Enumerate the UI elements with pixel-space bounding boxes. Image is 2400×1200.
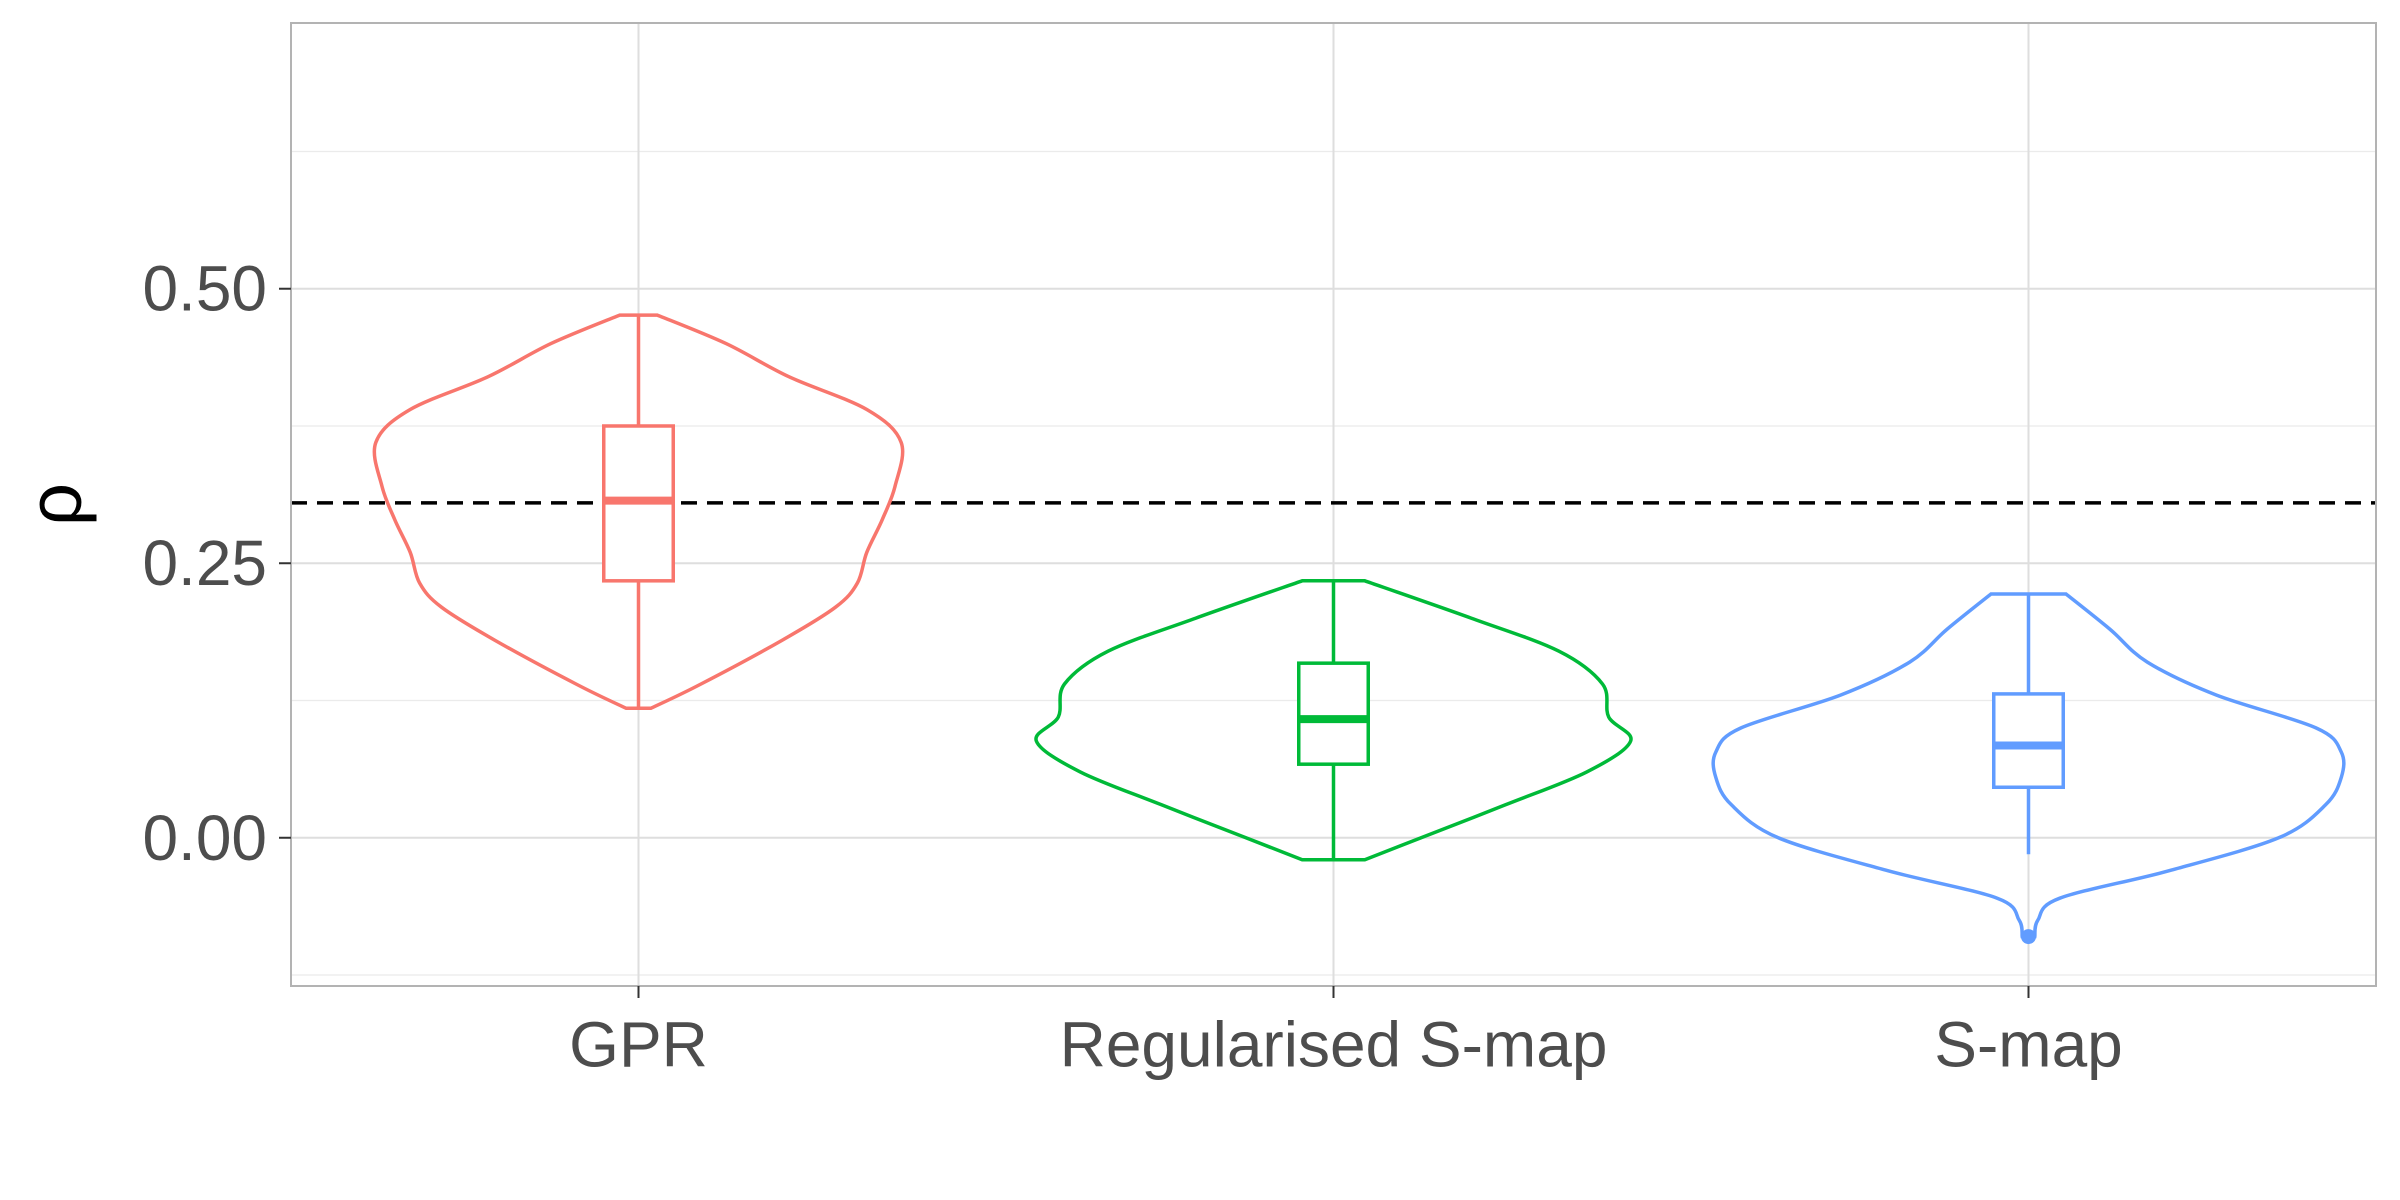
x-axis: GPR Regularised S-map S-map bbox=[569, 986, 2123, 1080]
violin-outline bbox=[1711, 592, 2346, 939]
y-axis-title: ρ bbox=[13, 483, 98, 526]
y-tick-label: 0.00 bbox=[142, 802, 267, 874]
violin-outline bbox=[1034, 579, 1633, 862]
x-tick-label: S-map bbox=[1934, 1008, 2123, 1080]
y-axis: 0.00 0.25 0.50 bbox=[142, 253, 291, 874]
outlier-point bbox=[2021, 929, 2036, 945]
y-tick-label: 0.25 bbox=[142, 527, 267, 599]
iqr-box bbox=[1992, 692, 2065, 790]
y-tick-label: 0.50 bbox=[142, 253, 267, 325]
violin-outline bbox=[372, 313, 905, 710]
x-tick-label: Regularised S-map bbox=[1060, 1008, 1608, 1080]
violin-group-gpr bbox=[372, 313, 905, 710]
iqr-box bbox=[1297, 661, 1370, 766]
x-tick-label: GPR bbox=[569, 1008, 708, 1080]
violin-group-regularised-s-map bbox=[1034, 579, 1633, 862]
violins bbox=[372, 313, 2346, 945]
violin-group-s-map bbox=[1711, 592, 2346, 945]
